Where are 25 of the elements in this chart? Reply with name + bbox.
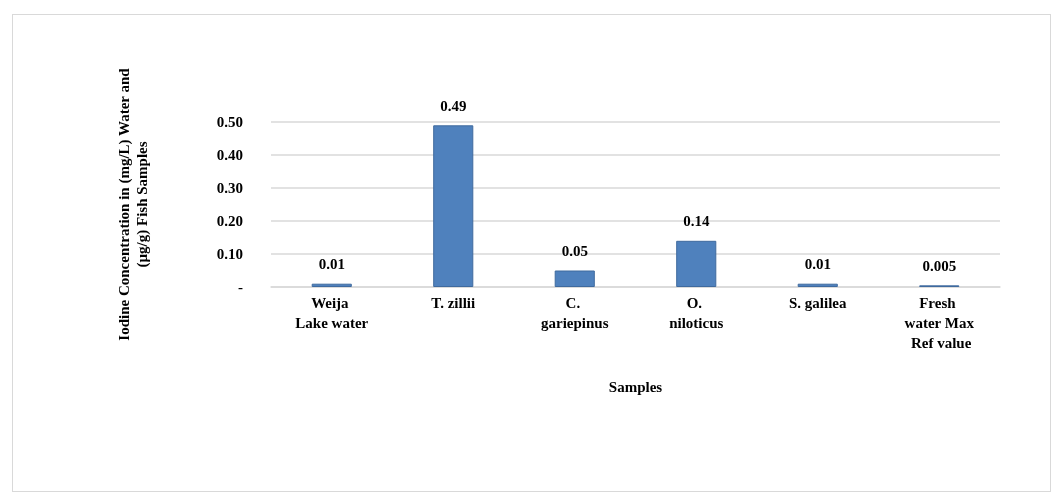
data-label: 0.49 — [440, 97, 467, 114]
x-tick-label: Fresh water Max Ref value — [904, 295, 975, 351]
y-axis-title: Iodine Concentration in (mg/L) Water and (µg/g) Fish Samples — [116, 67, 151, 341]
bar — [554, 270, 595, 287]
bar — [676, 240, 717, 287]
bar — [797, 283, 838, 287]
y-tick-label: 0.40 — [216, 147, 243, 163]
data-label: 0.14 — [683, 213, 710, 230]
x-tick-label: S. galilea — [788, 295, 847, 311]
bar — [311, 283, 352, 287]
data-label: 0.01 — [318, 256, 345, 273]
x-tick-label: O. niloticus — [669, 295, 724, 331]
y-tick-label: 0.10 — [216, 246, 243, 262]
x-tick-label: T. zillii — [431, 295, 476, 311]
data-label: 0.005 — [922, 257, 957, 274]
x-axis-title: Samples — [608, 378, 663, 395]
y-tick-label: 0.20 — [216, 213, 243, 229]
x-tick-label: C. gariepinus — [540, 295, 609, 331]
x-tick-label: Weija Lake water — [295, 295, 369, 331]
y-tick-label: 0.50 — [216, 114, 243, 130]
y-tick-label: - — [238, 279, 243, 295]
data-label: 0.05 — [561, 243, 588, 259]
y-tick-label: 0.30 — [216, 180, 243, 196]
data-label: 0.01 — [804, 256, 831, 273]
bar — [433, 125, 474, 287]
